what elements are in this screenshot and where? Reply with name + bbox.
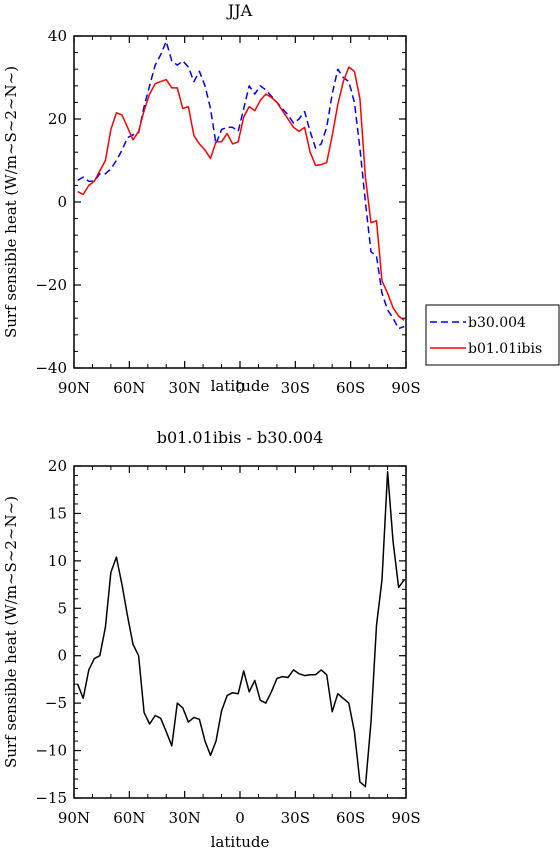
top-series-b30-004 (77, 40, 405, 330)
top-ticks: 90N 60N 30N 0 30S 60S 90S −40 −20 0 20 40 (35, 27, 420, 397)
bottom-xtick-label: 60N (113, 809, 145, 827)
legend-label-b30-004: b30.004 (468, 315, 526, 331)
bottom-xtick-label: 0 (235, 809, 245, 827)
top-title: JJA (226, 1, 253, 20)
top-plot-frame (73, 35, 407, 369)
top-xtick-label: 60S (336, 379, 365, 397)
bottom-xtick-label: 30N (169, 809, 201, 827)
bottom-ylabel: Surf sensible heat (W/m~S~2~N~) (2, 496, 20, 768)
bottom-series-difference (77, 470, 405, 788)
bottom-ytick-label: 0 (57, 647, 67, 665)
bottom-ytick-label: 5 (57, 599, 67, 617)
bottom-series-group (77, 470, 405, 788)
top-ytick-label: −20 (35, 276, 67, 294)
bottom-title: b01.01ibis - b30.004 (157, 428, 324, 447)
bottom-xlabel: latitude (211, 833, 270, 851)
top-ytick-label: 40 (48, 27, 67, 45)
bottom-ytick-label: −5 (45, 694, 67, 712)
bottom-ytick-label: −15 (35, 789, 67, 807)
top-ylabel: Surf sensible heat (W/m~S~2~N~) (2, 66, 20, 338)
top-xtick-label: 90S (391, 379, 420, 397)
top-xtick-label: 90N (58, 379, 90, 397)
top-series-group (77, 40, 405, 330)
bottom-ytick-label: −10 (35, 742, 67, 760)
top-xtick-label: 30S (281, 379, 310, 397)
top-ytick-label: 0 (57, 193, 67, 211)
top-xtick-label: 30N (169, 379, 201, 397)
top-panel: JJA 90N 60N 30N 0 30S 60S 90S −40 −20 0 20 40 latit… (2, 1, 421, 397)
bottom-ticks: 90N 60N 30N 0 30S 60S 90S −15 −10 −5 0 5 10 15 20 (35, 457, 420, 827)
bottom-panel: b01.01ibis - b30.004 90N 60N 30N 0 30S 60S 90S… (2, 428, 421, 851)
bottom-xtick-label: 30S (281, 809, 310, 827)
bottom-xtick-label: 90N (58, 809, 90, 827)
top-xtick-label: 0 (235, 379, 245, 397)
legend-box (425, 304, 560, 366)
bottom-xtick-label: 90S (391, 809, 420, 827)
bottom-xtick-label: 60S (336, 809, 365, 827)
top-ytick-label: −40 (35, 359, 67, 377)
top-xlabel: latitude (211, 377, 270, 395)
bottom-ytick-label: 15 (48, 504, 67, 522)
legend-label-b01-01ibis: b01.01ibis (468, 341, 542, 357)
bottom-ytick-label: 10 (48, 552, 67, 570)
legend: b30.004 b01.01ibis (425, 304, 560, 366)
top-xtick-label: 60N (113, 379, 145, 397)
top-ytick-label: 20 (48, 110, 67, 128)
top-series-b01-01ibis (77, 66, 405, 321)
bottom-ytick-label: 20 (48, 457, 67, 475)
